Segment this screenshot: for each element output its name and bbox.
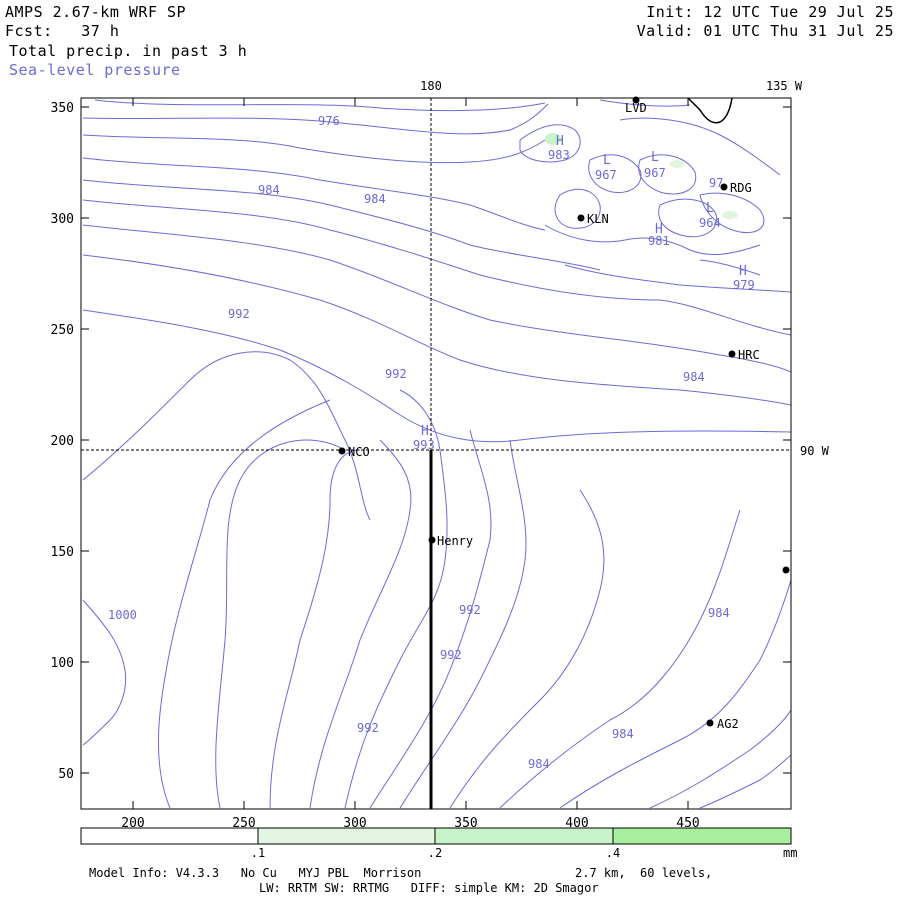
graticule	[81, 98, 791, 451]
contour-label: 984	[612, 727, 634, 741]
contour-label: 967	[595, 168, 617, 182]
pressure-centers: H H H H L L L	[421, 134, 747, 439]
forecast-hour: Fcst: 37 h	[5, 22, 120, 40]
contour-label: 964	[699, 216, 721, 230]
field-title-slp: Sea-level pressure	[9, 61, 181, 79]
low-pressure-marker: L	[651, 150, 659, 165]
contour-label: 979	[733, 278, 755, 292]
map-frame	[80, 97, 792, 810]
x-tick-label: 400	[565, 816, 588, 831]
station-label: LVD	[625, 101, 647, 115]
y-tick-label: 50	[58, 767, 74, 782]
contour-label: 984	[528, 757, 550, 771]
legend-tick-label: .2	[428, 846, 442, 860]
station-dot-unlabeled	[782, 566, 790, 574]
legend-tick-label: .1	[251, 846, 265, 860]
valid-time: Valid: 01 UTC Thu 31 Jul 25	[636, 22, 894, 40]
legend-tick-label: .4	[606, 846, 620, 860]
model-info-line1-right: 2.7 km, 60 levels,	[575, 866, 712, 880]
station-dot	[706, 719, 714, 727]
x-tick-label: 200	[121, 816, 144, 831]
station-dot	[428, 536, 436, 544]
meridian-label-90w: 90 W	[800, 444, 830, 458]
coastline	[687, 97, 733, 124]
contour-label: 992	[440, 648, 462, 662]
station-label: AG2	[717, 717, 739, 731]
y-tick-label: 350	[51, 101, 74, 116]
y-tick-label: 200	[51, 434, 74, 449]
precip-shading	[545, 133, 738, 219]
station-dot	[720, 183, 728, 191]
station-dot	[632, 96, 640, 104]
x-ticks	[132, 98, 689, 809]
contour-label: 993	[413, 438, 435, 452]
init-time: Init: 12 UTC Tue 29 Jul 25	[646, 3, 894, 21]
y-tick-label: 250	[51, 323, 74, 338]
contour-labels: 976 984 984 983 967 967 97 964 981 979 9…	[108, 114, 755, 771]
low-pressure-marker: L	[603, 153, 611, 168]
x-tick-label: 250	[232, 816, 255, 831]
model-info-line2: LW: RRTM SW: RRTMG DIFF: simple KM: 2D S…	[259, 881, 599, 895]
low-pressure-marker: L	[706, 201, 714, 216]
model-info-line1: Model Info: V4.3.3 No Cu MYJ PBL Morriso…	[89, 866, 421, 880]
contour-label: 992	[385, 367, 407, 381]
station-label: HRC	[738, 348, 760, 362]
high-pressure-marker: H	[739, 264, 747, 279]
station-label: RDG	[730, 181, 752, 195]
contour-label: 976	[318, 114, 340, 128]
y-tick-label: 300	[51, 212, 74, 227]
y-tick-label: 100	[51, 656, 74, 671]
contour-label: 981	[648, 234, 670, 248]
station-dot	[728, 350, 736, 358]
contour-label: 97	[709, 176, 723, 190]
precip-legend	[80, 827, 792, 845]
station-label: Henry	[437, 534, 473, 548]
station-dot	[338, 447, 346, 455]
model-title: AMPS 2.67-km WRF SP	[5, 3, 187, 21]
field-title-precip: Total precip. in past 3 h	[9, 42, 248, 60]
station-label: NCO	[348, 445, 370, 459]
contour-label: 992	[459, 603, 481, 617]
contour-label: 984	[258, 183, 280, 197]
stations: LVD RDG KLN HRC NCO Henry AG2	[338, 96, 790, 731]
x-tick-label: 350	[454, 816, 477, 831]
meridian-label-135w: 135 W	[766, 79, 803, 93]
meridian-label-180: 180	[420, 79, 442, 93]
contour-label: 1000	[108, 608, 137, 622]
high-pressure-marker: H	[421, 424, 429, 439]
high-pressure-marker: H	[655, 222, 663, 237]
station-label: KLN	[587, 212, 609, 226]
contour-label: 984	[683, 370, 705, 384]
x-tick-label: 300	[343, 816, 366, 831]
slp-contours	[82, 99, 791, 809]
contour-label: 992	[357, 721, 379, 735]
contour-label: 984	[708, 606, 730, 620]
y-tick-label: 150	[51, 545, 74, 560]
contour-label: 984	[364, 192, 386, 206]
x-tick-label: 450	[676, 816, 699, 831]
legend-units: mm	[783, 846, 797, 860]
station-dot	[577, 214, 585, 222]
high-pressure-marker: H	[556, 134, 564, 149]
contour-label: 992	[228, 307, 250, 321]
contour-label: 983	[548, 148, 570, 162]
contour-label: 967	[644, 166, 666, 180]
y-ticks	[81, 106, 791, 774]
